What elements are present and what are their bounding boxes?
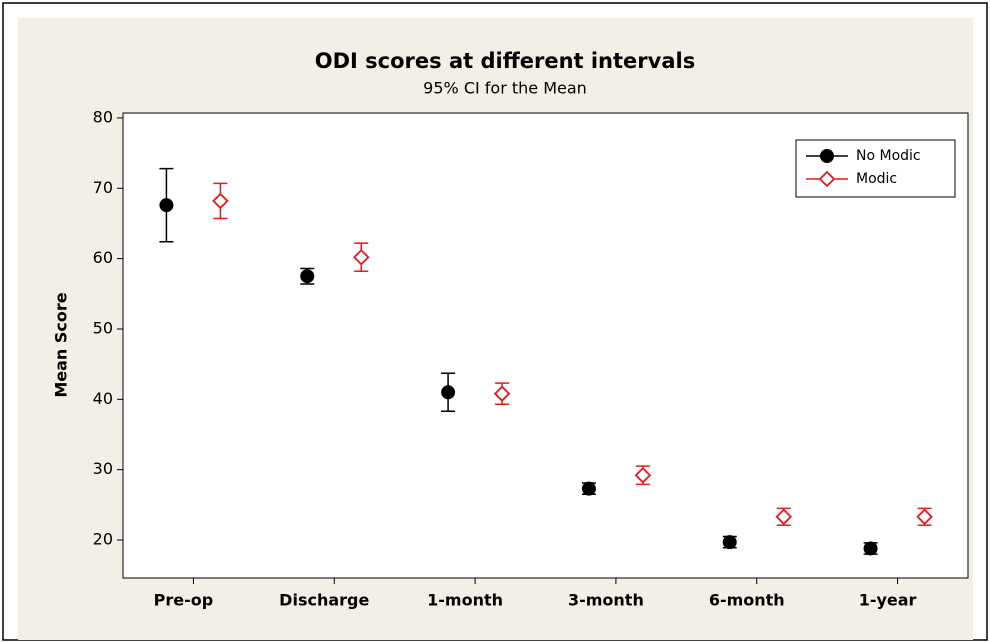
point <box>916 508 933 526</box>
x-tick-label: Discharge <box>279 591 369 610</box>
legend-label: No Modic <box>856 148 921 164</box>
x-tick-label: 1-month <box>427 591 503 610</box>
point <box>212 192 229 210</box>
legend-box <box>795 139 956 198</box>
y-tick-label: 30 <box>93 459 113 478</box>
point <box>300 269 315 284</box>
y-axis-label: Mean Score <box>52 292 71 397</box>
x-tick-label: Pre-op <box>154 591 214 610</box>
point <box>441 385 456 400</box>
x-tick-label: 6-month <box>709 591 785 610</box>
y-tick-label: 50 <box>93 318 113 337</box>
point <box>493 385 511 402</box>
point <box>159 198 174 213</box>
legend-marker <box>820 149 834 163</box>
point <box>722 535 737 550</box>
x-tick-label: 3-month <box>568 591 644 610</box>
legend-marker <box>818 170 836 188</box>
chart-title: ODI scores at different intervals <box>315 49 695 73</box>
y-tick-label: 70 <box>93 178 113 197</box>
chart-subtitle: 95% CI for the Mean <box>423 79 587 98</box>
y-tick-label: 20 <box>93 530 113 549</box>
x-tick-label: 1-year <box>859 591 917 610</box>
point <box>775 508 793 526</box>
y-tick-label: 40 <box>93 389 113 408</box>
legend-label: Modic <box>856 171 897 187</box>
y-tick-label: 80 <box>93 107 113 126</box>
point <box>581 481 596 496</box>
point <box>352 248 370 266</box>
point <box>863 541 878 556</box>
point <box>634 467 652 484</box>
y-tick-label: 60 <box>93 248 113 267</box>
